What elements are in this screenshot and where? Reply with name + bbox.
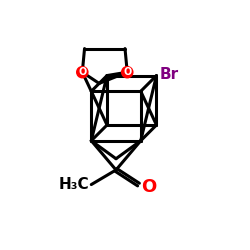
Circle shape xyxy=(76,66,88,78)
Circle shape xyxy=(121,66,134,78)
Text: O: O xyxy=(141,178,156,196)
Text: O: O xyxy=(123,67,131,77)
Text: O: O xyxy=(78,67,86,77)
Text: Br: Br xyxy=(160,67,179,82)
Text: H₃C: H₃C xyxy=(58,177,89,192)
